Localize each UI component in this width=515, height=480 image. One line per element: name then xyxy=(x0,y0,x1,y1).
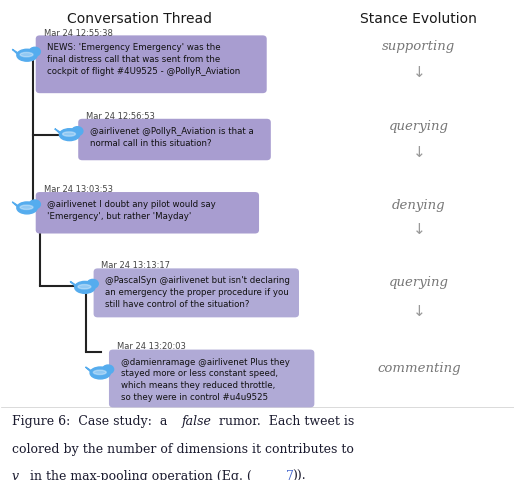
Ellipse shape xyxy=(20,52,33,57)
FancyBboxPatch shape xyxy=(94,268,299,317)
Ellipse shape xyxy=(75,281,95,293)
Text: Mar 24 13:03:53: Mar 24 13:03:53 xyxy=(44,185,113,194)
Text: denying: denying xyxy=(392,199,445,212)
Polygon shape xyxy=(12,49,20,56)
Ellipse shape xyxy=(59,129,80,141)
Text: @airlivenet I doubt any pilot would say
'Emergency', but rather 'Mayday': @airlivenet I doubt any pilot would say … xyxy=(47,200,216,221)
Text: )).: )). xyxy=(293,470,306,480)
Text: @damienramage @airlivenet Plus they
stayed more or less constant speed,
which me: @damienramage @airlivenet Plus they stay… xyxy=(121,358,289,402)
Text: Stance Evolution: Stance Evolution xyxy=(360,12,477,26)
Text: Mar 24 13:13:17: Mar 24 13:13:17 xyxy=(101,261,170,270)
Text: querying: querying xyxy=(389,276,449,289)
Ellipse shape xyxy=(29,48,40,56)
Text: Conversation Thread: Conversation Thread xyxy=(67,12,212,26)
FancyBboxPatch shape xyxy=(36,192,259,233)
Ellipse shape xyxy=(90,367,110,379)
Ellipse shape xyxy=(17,202,37,214)
Text: NEWS: 'Emergency Emergency' was the
final distress call that was sent from the
c: NEWS: 'Emergency Emergency' was the fina… xyxy=(47,43,241,76)
Ellipse shape xyxy=(87,279,98,288)
Text: commenting: commenting xyxy=(377,362,460,375)
Text: in the max-pooling operation (Eq. (: in the max-pooling operation (Eq. ( xyxy=(26,470,252,480)
Text: v: v xyxy=(12,470,19,480)
Text: ↓: ↓ xyxy=(413,304,425,319)
Polygon shape xyxy=(55,129,62,135)
FancyBboxPatch shape xyxy=(36,36,267,93)
Ellipse shape xyxy=(78,285,91,289)
Text: 7: 7 xyxy=(286,470,294,480)
Polygon shape xyxy=(70,281,77,288)
Polygon shape xyxy=(85,367,93,374)
Text: ↓: ↓ xyxy=(413,223,425,238)
Ellipse shape xyxy=(72,127,83,135)
Text: Figure 6:  Case study:  a: Figure 6: Case study: a xyxy=(12,415,171,428)
Text: rumor.  Each tweet is: rumor. Each tweet is xyxy=(215,415,355,428)
Text: @airlivenet @PollyR_Aviation is that a
normal call in this situation?: @airlivenet @PollyR_Aviation is that a n… xyxy=(90,127,254,147)
Text: querying: querying xyxy=(389,120,449,133)
FancyBboxPatch shape xyxy=(78,119,271,160)
Text: supporting: supporting xyxy=(382,40,455,53)
Ellipse shape xyxy=(63,132,76,136)
Text: Mar 24 12:55:38: Mar 24 12:55:38 xyxy=(44,29,113,38)
Text: Mar 24 12:56:53: Mar 24 12:56:53 xyxy=(86,112,155,121)
Text: ↓: ↓ xyxy=(413,65,425,80)
Text: false: false xyxy=(182,415,212,428)
Text: colored by the number of dimensions it contributes to: colored by the number of dimensions it c… xyxy=(12,443,353,456)
Ellipse shape xyxy=(93,370,106,374)
Text: Mar 24 13:20:03: Mar 24 13:20:03 xyxy=(116,342,185,351)
Ellipse shape xyxy=(102,365,114,374)
Ellipse shape xyxy=(20,205,33,209)
Polygon shape xyxy=(12,202,20,209)
Text: @PascalSyn @airlivenet but isn't declaring
an emergency the proper procedure if : @PascalSyn @airlivenet but isn't declari… xyxy=(106,276,290,309)
Ellipse shape xyxy=(17,49,37,61)
Ellipse shape xyxy=(29,200,40,209)
FancyBboxPatch shape xyxy=(109,349,314,408)
Text: ↓: ↓ xyxy=(413,145,425,160)
